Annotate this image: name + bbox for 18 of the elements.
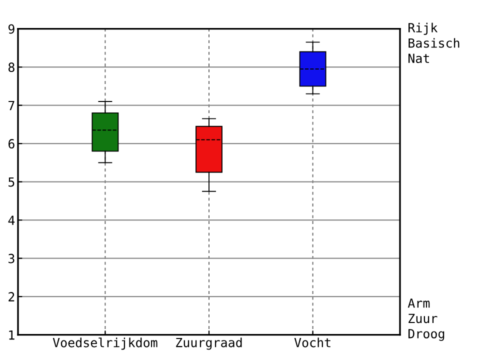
y-tick-label: 4 bbox=[8, 216, 15, 225]
y-tick-label: 7 bbox=[8, 100, 14, 110]
text: Zuur bbox=[408, 314, 438, 324]
y-tick-label: 2 bbox=[8, 292, 14, 302]
y-tick-label: 6 bbox=[8, 139, 14, 149]
x-tick-label: Voedselrijkdom bbox=[52, 338, 158, 350]
y-tick-label: 5 bbox=[8, 177, 14, 187]
x-tick-label: Vocht bbox=[294, 338, 330, 348]
y-tick-label: 1 bbox=[9, 330, 14, 340]
x-tick-label: Zuurgraad bbox=[176, 338, 242, 350]
text: Basisch bbox=[408, 38, 460, 48]
text: Rijk bbox=[408, 22, 438, 35]
y-tick-label: 9 bbox=[8, 24, 14, 34]
y-tick-label: 3 bbox=[8, 254, 14, 264]
text: Nat bbox=[408, 54, 429, 64]
text: Droog bbox=[408, 329, 444, 341]
text: Arm bbox=[408, 298, 430, 308]
y-tick-label: 8 bbox=[8, 62, 14, 72]
